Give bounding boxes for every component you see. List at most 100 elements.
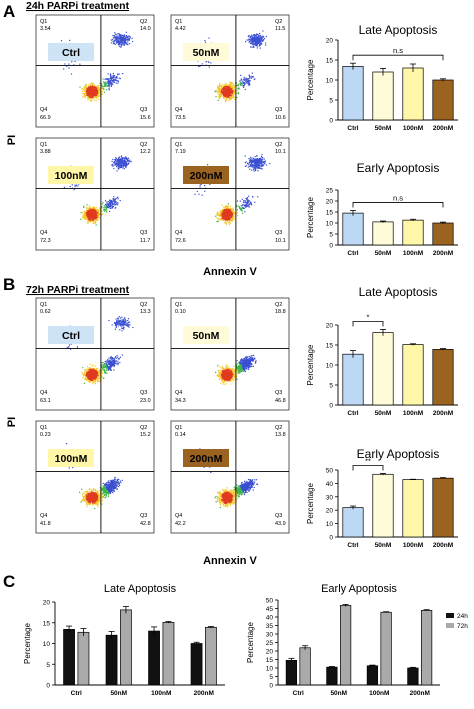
flow-event-dot [132,326,134,329]
flow-event-dot [250,202,252,205]
flow-event-dot [225,205,227,207]
flow-event-dot [106,360,108,362]
flow-event-dot [95,89,97,92]
flow-event-dot [227,95,229,97]
flow-event-dot [108,205,110,207]
flow-event-dot [83,216,85,218]
flow-event-dot [105,203,107,206]
flow-event-dot [249,165,251,168]
flow-event-dot [90,211,92,213]
flow-event-dot [223,217,225,219]
flow-event-dot [114,364,116,366]
flow-event-dot [86,221,88,223]
flow-event-dot [86,218,88,220]
flow-event-dot [248,203,250,206]
flow-event-dot [93,380,95,382]
flow-event-dot [255,165,257,167]
flow-event-dot [222,378,224,380]
flow-event-dot [91,86,93,88]
flow-event-dot [252,43,254,46]
flow-event-dot [251,360,253,362]
flow-event-dot [64,63,66,65]
flow-event-dot [82,373,84,375]
flow-event-dot [109,361,111,363]
flow-event-dot [227,203,229,205]
flow-event-dot [224,85,226,88]
flow-event-dot [86,212,88,214]
flow-event-dot [92,211,94,213]
treatment-label: 100nM [55,170,88,182]
flow-event-dot [245,80,247,82]
flow-event-dot [116,320,118,322]
flow-event-dot [262,157,264,159]
flow-event-dot [84,215,86,217]
flow-event-dot [112,200,114,203]
flow-event-dot [253,357,255,359]
flow-event-dot [110,39,112,41]
flow-event-dot [230,95,232,97]
flow-event-dot [262,165,264,167]
flow-event-dot [241,205,243,207]
flow-event-dot [124,157,126,160]
flow-event-dot [251,355,253,357]
flow-event-dot [96,210,98,212]
flow-event-dot [113,161,116,163]
flow-event-dot [98,373,100,375]
flow-event-dot [229,211,232,213]
flow-event-dot [222,84,224,86]
flow-event-dot [248,78,250,80]
flow-event-dot [259,42,261,44]
flow-event-dot [199,186,201,188]
flow-event-dot [66,65,68,67]
flow-event-dot [252,46,254,48]
flow-event-dot [94,381,96,383]
flow-event-dot [123,326,125,328]
flow-event-dot [83,94,85,96]
flow-event-dot [94,86,96,88]
flow-event-dot [249,160,251,162]
flow-event-dot [125,158,128,160]
flow-event-dot [111,164,113,166]
flow-event-dot [221,95,223,97]
flow-event-dot [119,324,121,326]
flow-event-dot [249,38,252,40]
flow-event-dot [108,88,110,90]
flow-event-dot [226,218,228,220]
flow-event-dot [244,204,246,206]
flow-event-dot [230,211,232,213]
flow-event-dot [88,380,90,382]
flow-event-dot [114,361,116,364]
flow-event-dot [99,208,101,210]
flow-event-dot [96,93,98,95]
flow-event-dot [234,215,236,217]
flow-event-dot [95,224,97,226]
flow-event-dot [105,366,107,368]
flow-event-dot [119,329,121,331]
flow-event-dot [216,375,218,377]
flow-event-dot [92,212,94,214]
flow-event-dot [113,75,115,77]
flow-event-dot [95,87,97,89]
flow-event-dot [228,212,230,215]
flow-event-dot [234,98,236,100]
flow-event-dot [129,36,131,38]
flow-event-dot [113,81,115,83]
flow-plot-frame [170,297,290,411]
flow-event-dot [92,368,94,370]
flow-event-dot [82,96,84,98]
flow-event-dot [108,365,111,367]
flow-event-dot [224,94,226,96]
flow-event-dot [254,164,256,166]
flow-event-dot [247,368,249,370]
flow-event-dot [91,215,93,217]
flow-event-dot [258,35,260,38]
flow-event-dot [260,34,262,37]
flow-event-dot [95,94,97,96]
flow-event-dot [92,213,94,215]
flow-event-dot [258,160,260,162]
flow-event-dot [96,90,99,92]
flow-event-dot [114,43,116,46]
flow-event-dot [225,90,227,92]
flow-event-dot [258,34,260,36]
